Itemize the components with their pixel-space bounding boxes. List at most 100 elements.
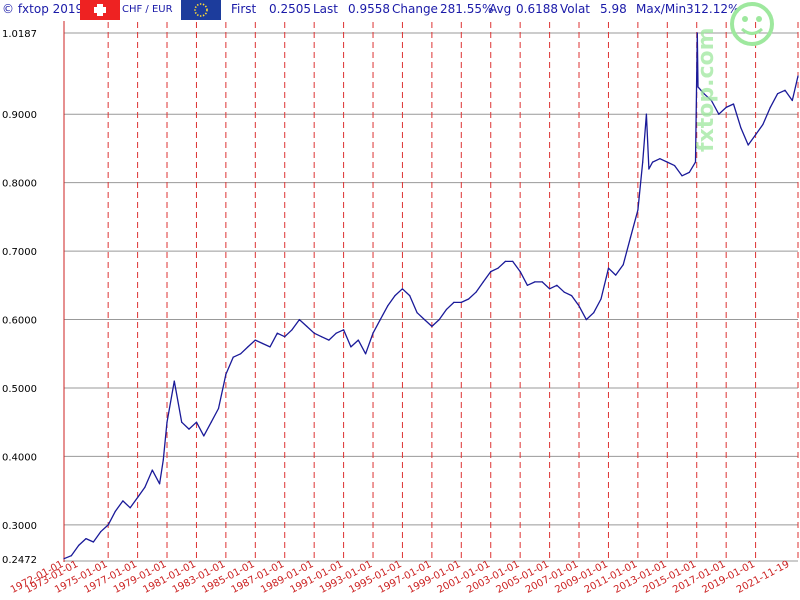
data-point	[504, 260, 506, 262]
change-label: Change	[392, 2, 438, 16]
y-tick-labels: 1.0187 0.9000 0.8000 0.7000 0.6000 0.5000 0.40…	[2, 29, 37, 566]
data-point	[210, 421, 212, 423]
data-point	[240, 353, 242, 355]
y-tick-label: 0.5000	[2, 384, 37, 395]
data-point	[291, 329, 293, 331]
avg-value: 0.6188	[516, 2, 558, 16]
data-point	[387, 305, 389, 307]
data-point	[725, 106, 727, 108]
data-point	[159, 483, 161, 485]
data-point	[379, 319, 381, 321]
swiss-flag-icon	[80, 0, 120, 20]
data-point	[512, 260, 514, 262]
data-point	[431, 325, 433, 327]
data-point	[622, 264, 624, 266]
data-point	[549, 288, 551, 290]
data-point	[100, 531, 102, 533]
first-label: First	[231, 2, 257, 16]
data-point	[232, 356, 234, 358]
data-point	[313, 332, 315, 334]
data-point	[497, 267, 499, 269]
data-point	[648, 168, 650, 170]
data-point	[166, 421, 168, 423]
data-point	[409, 295, 411, 297]
data-point	[173, 380, 175, 382]
data-point	[563, 291, 565, 293]
data-point	[107, 524, 109, 526]
eu-flag-icon	[181, 0, 221, 20]
data-point	[254, 339, 256, 341]
data-point	[394, 295, 396, 297]
data-point	[526, 284, 529, 286]
currency-pair-label: CHF / EUR	[122, 4, 173, 15]
data-point	[335, 332, 337, 334]
x-tick-labels: 1972-01-011973-01-011975-01-011977-01-01…	[9, 559, 791, 596]
data-point	[203, 435, 205, 437]
data-point	[762, 123, 764, 126]
maxmin-value: 312.12%	[686, 2, 740, 16]
first-value: 0.2505	[269, 2, 311, 16]
y-tick-label: 0.7000	[2, 247, 37, 258]
data-point	[755, 134, 757, 136]
data-point	[629, 236, 632, 238]
data-point	[659, 158, 661, 160]
data-point	[195, 421, 198, 423]
data-point	[697, 86, 699, 88]
data-point	[188, 428, 190, 430]
smiley-watermark-icon	[712, 0, 800, 120]
data-point	[534, 281, 536, 283]
data-point	[129, 507, 131, 509]
y-tick-label: 0.3000	[2, 521, 37, 532]
data-point	[438, 319, 440, 321]
data-point	[585, 319, 587, 321]
data-point	[797, 75, 799, 77]
data-point	[306, 325, 308, 327]
data-point	[519, 271, 521, 273]
data-point	[181, 421, 183, 423]
data-point	[460, 301, 462, 303]
data-point	[694, 161, 697, 163]
data-point	[137, 496, 139, 499]
data-point	[468, 298, 470, 300]
data-point	[365, 353, 367, 355]
data-point	[600, 298, 602, 300]
data-point	[262, 342, 264, 345]
data-point	[357, 339, 359, 341]
data-point	[63, 558, 65, 560]
data-point	[482, 281, 484, 283]
data-point	[541, 281, 543, 283]
data-point	[556, 284, 558, 286]
data-point	[605, 277, 607, 280]
data-point	[114, 510, 116, 512]
volat-value: 5.98	[600, 2, 627, 16]
data-point	[423, 319, 426, 321]
data-point	[769, 106, 771, 108]
data-point	[593, 312, 595, 314]
data-point	[85, 538, 87, 540]
data-point	[490, 271, 492, 273]
data-point	[92, 541, 94, 543]
data-point	[607, 267, 610, 269]
data-point	[747, 144, 749, 146]
data-point	[122, 500, 124, 502]
data-point	[328, 339, 330, 341]
y-tick-label: 0.6000	[2, 316, 37, 327]
y-tick-label: 0.4000	[2, 452, 37, 463]
data-point	[791, 99, 793, 102]
data-point	[453, 301, 455, 303]
data-point	[718, 113, 720, 115]
data-point	[777, 93, 779, 95]
data-point	[710, 99, 713, 102]
data-point	[276, 332, 278, 334]
volat-label: Volat	[560, 2, 591, 16]
data-point	[637, 209, 639, 211]
data-point	[578, 305, 580, 307]
data-point	[225, 373, 227, 375]
change-value: 281.55%	[440, 2, 494, 16]
data-point	[475, 291, 477, 293]
y-tick-label: 0.8000	[2, 179, 37, 190]
data-point	[732, 103, 735, 105]
data-point	[162, 459, 164, 461]
data-point	[703, 93, 705, 95]
